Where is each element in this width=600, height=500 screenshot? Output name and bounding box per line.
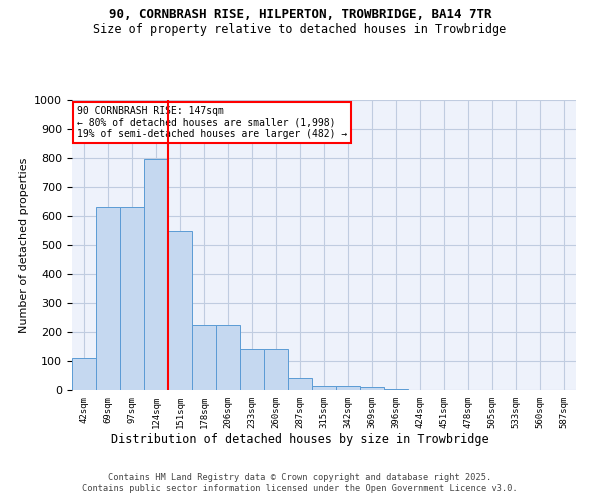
Text: 90, CORNBRASH RISE, HILPERTON, TROWBRIDGE, BA14 7TR: 90, CORNBRASH RISE, HILPERTON, TROWBRIDG…: [109, 8, 491, 20]
Bar: [96, 208, 120, 390]
Text: Distribution of detached houses by size in Trowbridge: Distribution of detached houses by size …: [111, 432, 489, 446]
Bar: [360, 387, 384, 390]
Text: Contains public sector information licensed under the Open Government Licence v3: Contains public sector information licen…: [82, 484, 518, 493]
Bar: [192, 325, 216, 390]
Bar: [240, 350, 264, 390]
Text: 90 CORNBRASH RISE: 147sqm
← 80% of detached houses are smaller (1,998)
19% of se: 90 CORNBRASH RISE: 147sqm ← 80% of detac…: [77, 106, 347, 139]
Bar: [168, 231, 192, 390]
Bar: [384, 388, 408, 390]
Bar: [312, 386, 336, 390]
Bar: [72, 358, 96, 390]
Bar: [216, 325, 240, 390]
Bar: [288, 378, 312, 390]
Y-axis label: Number of detached properties: Number of detached properties: [19, 158, 29, 332]
Text: Size of property relative to detached houses in Trowbridge: Size of property relative to detached ho…: [94, 22, 506, 36]
Bar: [120, 208, 144, 390]
Bar: [144, 160, 168, 390]
Text: Contains HM Land Registry data © Crown copyright and database right 2025.: Contains HM Land Registry data © Crown c…: [109, 472, 491, 482]
Bar: [336, 386, 360, 390]
Bar: [264, 350, 288, 390]
